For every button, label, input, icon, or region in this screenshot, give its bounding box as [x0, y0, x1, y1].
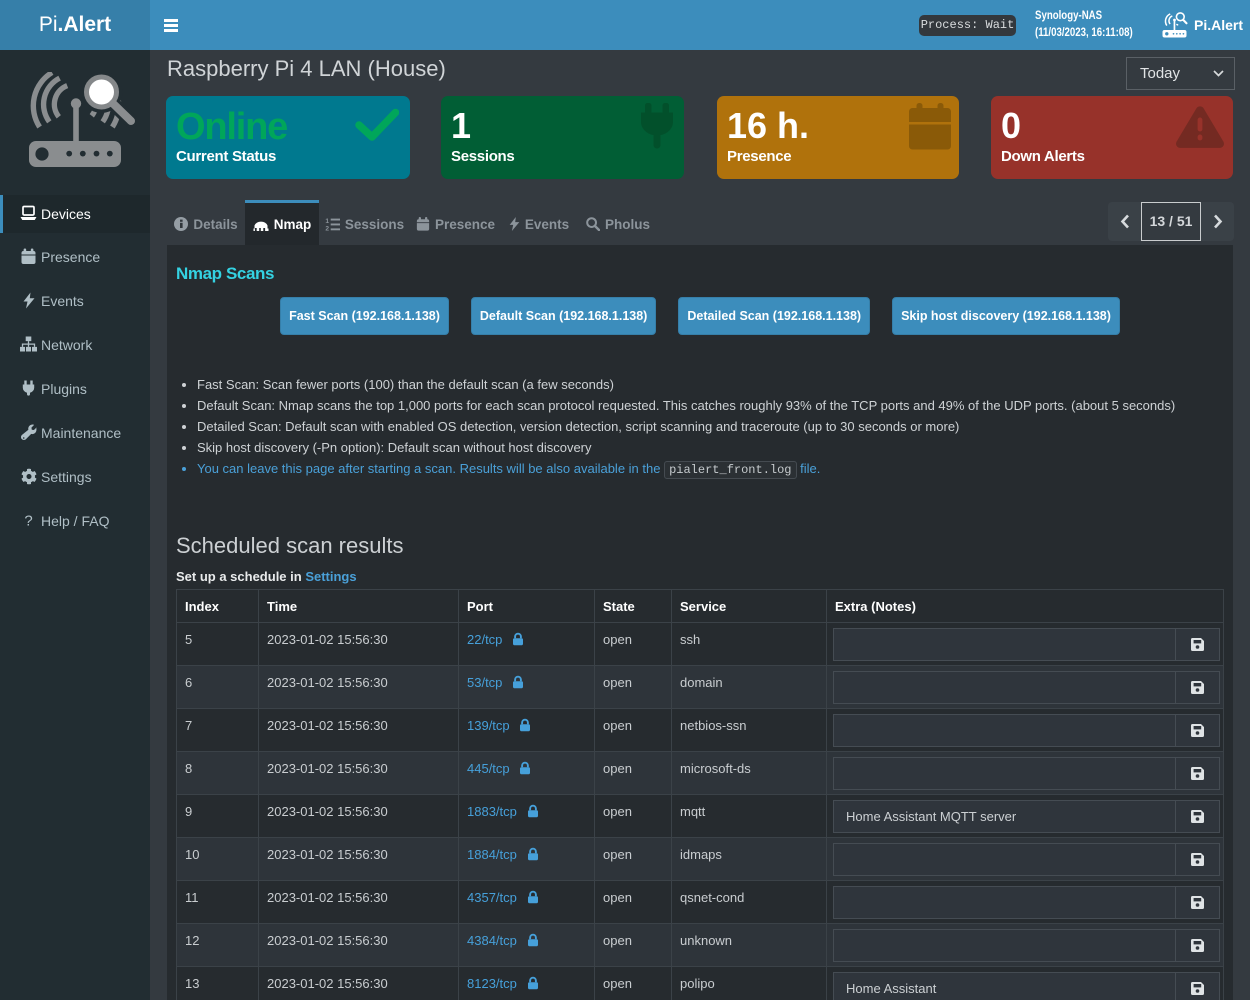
- svg-text:1: 1: [325, 218, 329, 225]
- svg-text:2: 2: [325, 226, 329, 231]
